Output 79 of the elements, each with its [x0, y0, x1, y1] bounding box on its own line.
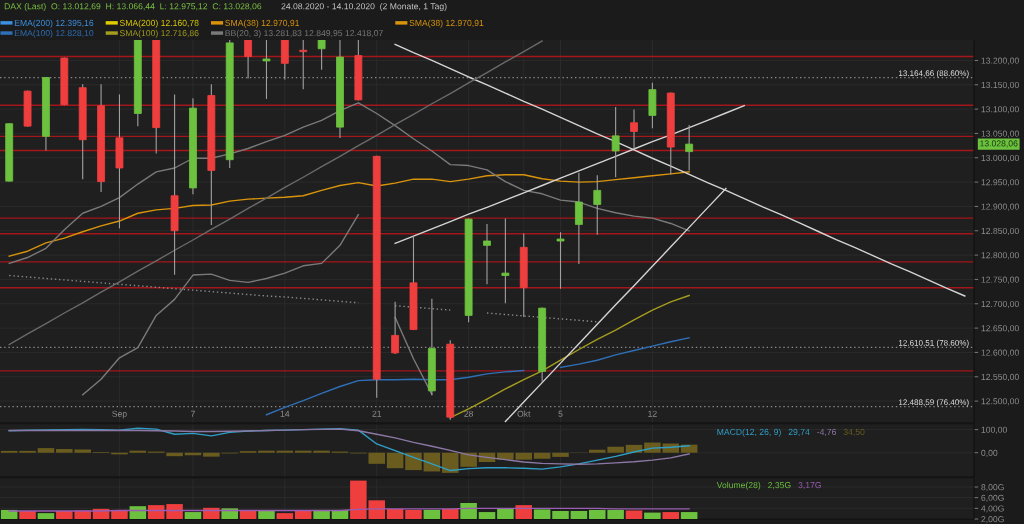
y-tick-label: 12.500,00 [981, 398, 1019, 406]
legend-label: SMA(100) 12.716,86 [119, 29, 199, 38]
x-tick-label: 7 [191, 410, 195, 417]
bar [552, 452, 569, 457]
y-tick-label: 0,00 [981, 449, 998, 457]
text: 13.028,06 [980, 140, 1018, 148]
y-tick-label: 13.200,00 [981, 57, 1019, 65]
text: 29,74 [788, 428, 810, 436]
legend-label: EMA(100) 12.828,10 [14, 29, 94, 38]
bar [368, 452, 386, 464]
bar [276, 450, 294, 453]
candlestick [574, 172, 583, 264]
y-tick-label: 12.850,00 [981, 227, 1019, 235]
y-tick-label: 12.800,00 [981, 252, 1019, 260]
y-tick-label: 13.150,00 [981, 81, 1019, 89]
y-tick-label: 12.750,00 [981, 276, 1019, 284]
candlestick [299, 40, 308, 90]
candlestick [280, 40, 289, 80]
ref-line-label: 12.610,51 (78.60%) [898, 339, 969, 348]
y-tick-label: 6,00G [981, 494, 1004, 502]
bar [37, 448, 55, 453]
chart-subtitle: 24.08.2020 - 14.10.2020 (2 Monate, 1 Tag) [281, 3, 447, 12]
y-tick-label: 12.900,00 [981, 203, 1019, 211]
candlestick [244, 40, 253, 79]
bar [129, 450, 147, 453]
bar [203, 452, 220, 457]
legend-label: BB(20, 3) 13.281,83 12.849,95 12.418,07 [225, 29, 383, 38]
text: -4,76 [817, 428, 836, 436]
y-tick-label: 12.950,00 [981, 179, 1019, 187]
bar [533, 452, 551, 459]
chart-title: MACD(12, 26, 9) [717, 428, 781, 437]
x-tick-label: 12 [648, 410, 657, 417]
x-tick-label: Okt [517, 410, 531, 417]
x-tick-label: 21 [372, 410, 382, 417]
bar [313, 450, 330, 453]
legend-label: EMA(200) 12.395,16 [14, 19, 94, 28]
legend-label: SMA(38) 12.970,91 [409, 19, 484, 28]
candlestick [556, 232, 565, 289]
candlestick [262, 40, 271, 99]
ref-line-label: 12.488,59 (76.40%) [898, 399, 969, 407]
line-series [8, 171, 690, 257]
y-tick-label: 13.000,00 [981, 154, 1019, 162]
y-tick-label: 8,00G [981, 484, 1004, 492]
candlestick [630, 109, 638, 149]
chart-title: DAX (Last) O: 13.012,69 H: 13.066,44 L: 12.975,12 C: 13.028,06 [4, 3, 262, 12]
line-series [8, 102, 690, 265]
text: 3,17G [798, 482, 821, 490]
legend-label: SMA(200) 12.160,78 [119, 19, 199, 28]
y-tick-label: 100,00 [981, 426, 1007, 434]
chart-title: Volume(28) [716, 481, 761, 490]
y-tick-label: 4,00G [981, 505, 1004, 513]
y-tick-label: 13.100,00 [981, 106, 1019, 114]
candlestick [501, 218, 510, 304]
candlestick [685, 124, 694, 171]
y-tick-label: 12.600,00 [981, 349, 1019, 357]
text: 2,35G [768, 482, 791, 490]
x-tick-label: 5 [558, 410, 563, 417]
candlestick [317, 40, 326, 70]
line-series [8, 428, 690, 465]
x-tick-label: 14 [280, 410, 290, 417]
y-tick-label: 12.700,00 [981, 300, 1019, 308]
text: 34,50 [843, 428, 865, 436]
legend-label: SMA(38) 12.970,91 [225, 19, 300, 28]
y-tick-label: 12.650,00 [981, 325, 1019, 333]
bar [386, 452, 404, 469]
candlestick [611, 107, 620, 178]
x-tick-label: 28 [464, 410, 474, 417]
x-tick-label: Sep [112, 410, 127, 419]
candlestick [391, 301, 400, 354]
y-tick-label: 12.550,00 [981, 373, 1019, 381]
y-tick-label: 13.050,00 [981, 130, 1019, 138]
bar [405, 452, 422, 471]
bar [294, 450, 312, 453]
bar [258, 450, 275, 453]
line-series [8, 40, 543, 346]
candlestick [593, 175, 602, 235]
y-tick-label: 2,00G [981, 516, 1004, 524]
ref-line-label: 13.164,66 (88.60%) [898, 70, 969, 78]
candlestick [483, 223, 491, 285]
